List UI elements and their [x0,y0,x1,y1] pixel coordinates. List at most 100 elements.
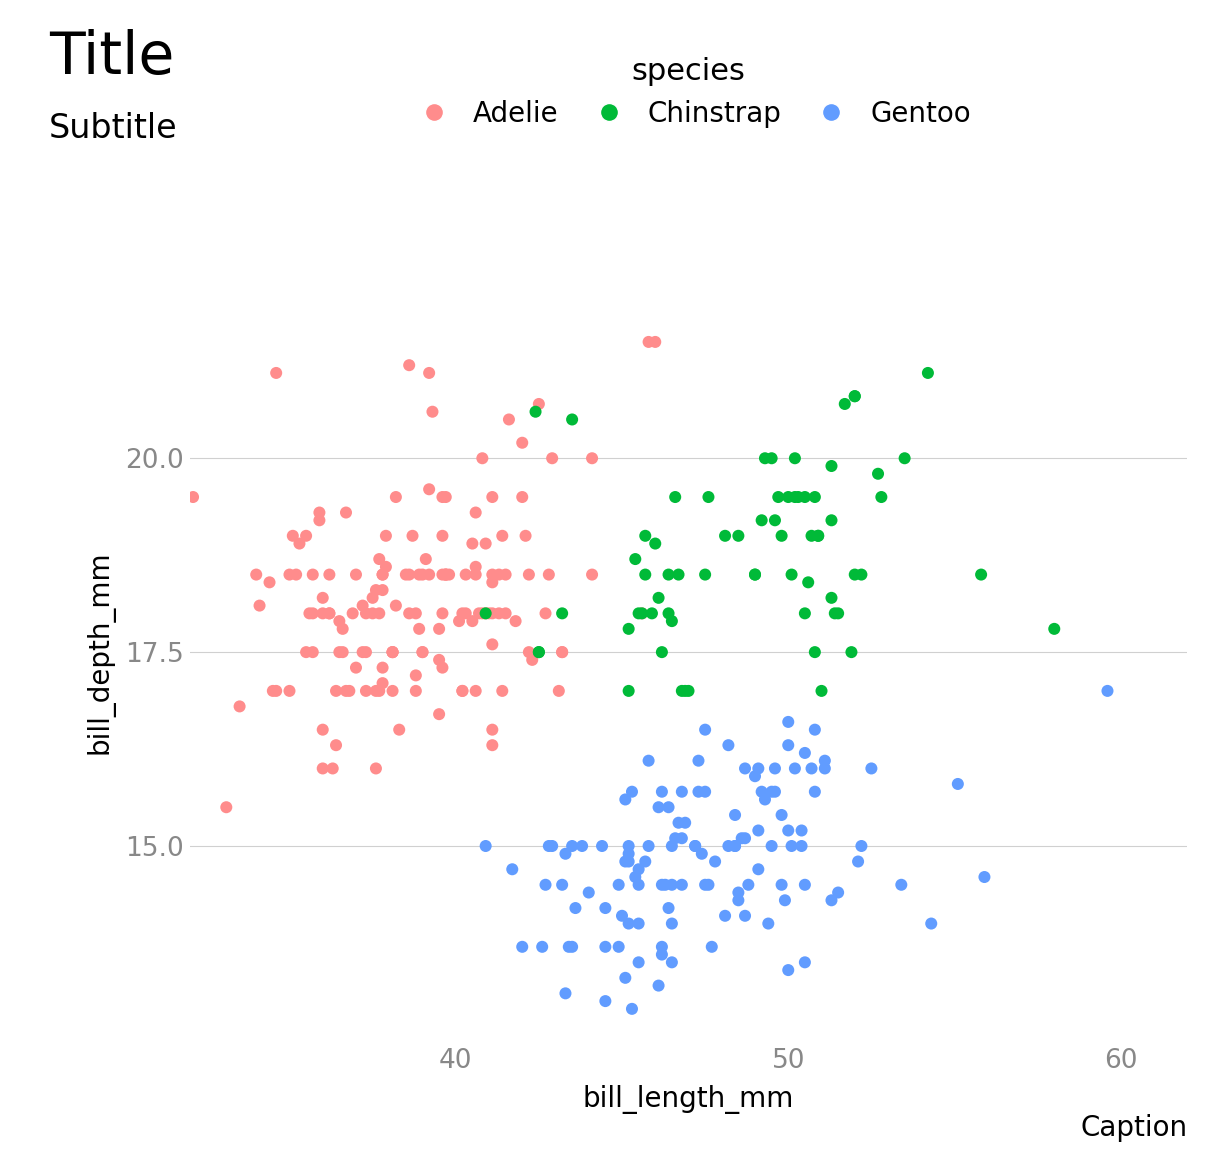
Point [482,573,502,592]
Point [778,821,798,840]
Point [267,682,286,700]
Point [230,697,250,716]
Point [356,604,376,623]
Point [482,736,502,754]
Point [736,906,755,925]
Point [815,759,835,778]
Point [466,565,486,584]
Point [412,565,432,584]
Point [652,783,672,801]
Point [796,744,815,763]
Point [798,573,818,592]
Point [513,938,532,956]
Point [645,333,665,351]
Point [635,852,655,871]
Point [772,875,792,894]
Point [556,845,575,864]
Point [672,828,692,847]
Point [304,604,323,623]
Point [788,488,808,506]
Point [672,783,692,801]
Point [499,410,519,429]
Point [639,751,659,770]
Point [749,860,769,879]
Point [184,488,203,506]
Point [738,875,758,894]
Point [536,604,556,623]
Point [304,565,323,584]
Point [356,682,376,700]
Point [482,565,502,584]
Point [785,759,804,778]
Point [503,860,523,879]
Point [649,798,668,817]
Point [319,565,339,584]
Point [579,884,599,902]
Point [689,751,709,770]
Point [556,983,575,1002]
Point [868,464,887,483]
Point [373,673,393,692]
Point [639,333,659,351]
Point [796,953,815,972]
Point [406,682,426,700]
Point [523,651,542,670]
Point [745,767,765,786]
Point [333,643,353,662]
Point [432,658,452,677]
Point [749,821,769,840]
Point [726,837,745,855]
Point [515,526,535,545]
Point [370,682,389,700]
Point [808,526,827,545]
Point [728,526,748,545]
Point [422,402,442,421]
Point [672,682,692,700]
Point [496,565,515,584]
Point [476,604,496,623]
Point [383,643,403,662]
Point [629,604,649,623]
Point [490,565,509,584]
Point [1098,682,1118,700]
Point [728,891,748,909]
Point [362,589,382,607]
Point [529,643,548,662]
Point [596,938,616,956]
Point [659,604,678,623]
Point [463,535,482,553]
Point [871,488,891,506]
Point [550,682,569,700]
Point [542,449,562,468]
Point [761,449,781,468]
Point [386,488,405,506]
Point [726,806,745,825]
Point [420,565,439,584]
Point [430,619,449,638]
Point [732,828,752,847]
Point [695,720,715,739]
Point [685,837,705,855]
Point [420,479,439,498]
Point [792,821,812,840]
Point [529,395,548,414]
Point [668,565,688,584]
Point [246,565,266,584]
Point [625,867,645,886]
Point [399,565,419,584]
Point [629,953,649,972]
Point [761,783,781,801]
Point [436,565,455,584]
Point [772,806,792,825]
Point [472,449,492,468]
Point [412,643,432,662]
Point [327,682,346,700]
Point [286,565,306,584]
Point [678,682,698,700]
Point [639,837,659,855]
Point [842,643,862,662]
Point [339,682,359,700]
Point [596,899,616,918]
Point [383,682,403,700]
Point [752,511,771,530]
